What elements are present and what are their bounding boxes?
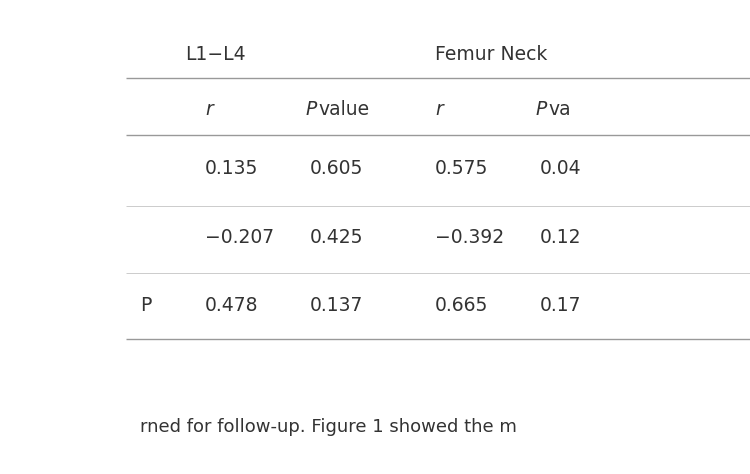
Text: 0.425: 0.425 bbox=[310, 228, 364, 246]
Text: −0.392: −0.392 bbox=[435, 228, 504, 246]
Text: P: P bbox=[305, 100, 316, 118]
Text: 0.605: 0.605 bbox=[310, 159, 363, 178]
Text: r: r bbox=[205, 100, 213, 118]
Text: P: P bbox=[535, 100, 546, 118]
Text: 0.665: 0.665 bbox=[435, 296, 488, 315]
Text: r: r bbox=[435, 100, 442, 118]
Text: 0.575: 0.575 bbox=[435, 159, 488, 178]
Text: Femur Neck: Femur Neck bbox=[435, 45, 548, 64]
Text: 0.12: 0.12 bbox=[540, 228, 581, 246]
Text: −0.207: −0.207 bbox=[205, 228, 274, 246]
Text: va: va bbox=[548, 100, 571, 118]
Text: L1−L4: L1−L4 bbox=[185, 45, 246, 64]
Text: value: value bbox=[318, 100, 369, 118]
Text: 0.17: 0.17 bbox=[540, 296, 581, 315]
Text: 0.04: 0.04 bbox=[540, 159, 582, 178]
Text: 0.478: 0.478 bbox=[205, 296, 259, 315]
Text: 0.135: 0.135 bbox=[205, 159, 258, 178]
Text: P: P bbox=[140, 296, 152, 315]
Text: 0.137: 0.137 bbox=[310, 296, 363, 315]
Text: rned for follow-up. Figure 1 showed the m: rned for follow-up. Figure 1 showed the … bbox=[140, 418, 517, 436]
